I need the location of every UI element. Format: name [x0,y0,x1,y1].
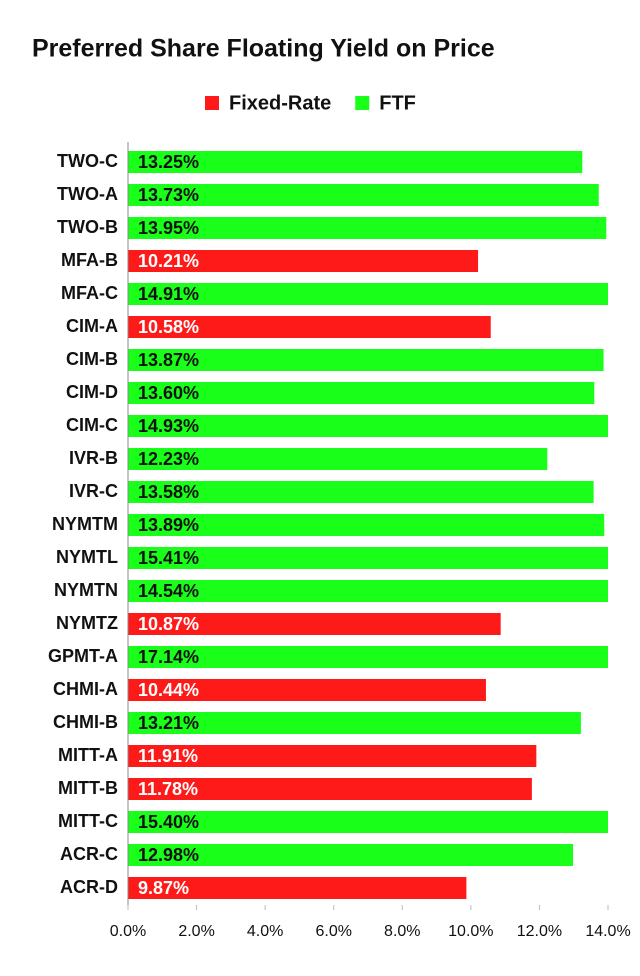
x-tick-label: 2.0% [178,923,214,940]
bar [128,283,608,305]
y-tick-label: NYMTM [52,514,118,534]
x-tick-label: 6.0% [315,923,351,940]
data-label: 9.87% [138,878,189,898]
y-tick-label: TWO-A [57,184,118,204]
bar [128,613,501,635]
chart-title: Preferred Share Floating Yield on Price [32,35,495,63]
bar [128,448,548,470]
bar [128,580,608,602]
data-label: 13.73% [138,185,199,205]
y-tick-label: NYMTZ [56,613,118,633]
x-tick-label: 0.0% [110,923,146,940]
y-tick-label: CHMI-B [53,712,118,732]
data-label: 14.93% [138,416,199,436]
x-tick-label: 14.0% [585,923,630,940]
y-tick-label: TWO-C [57,151,118,171]
bar [128,217,607,239]
data-label: 10.44% [138,680,199,700]
data-label: 14.91% [138,284,199,304]
legend-swatch [205,96,219,110]
data-label: 11.91% [138,746,198,766]
bar [128,877,467,899]
data-label: 13.60% [138,383,199,403]
bar [128,349,604,371]
plot-area [128,151,608,899]
data-label: 10.21% [138,251,199,271]
x-tick-label: 8.0% [384,923,420,940]
bar [128,844,574,866]
y-tick-label: MITT-B [58,778,118,798]
data-label: 17.14% [138,647,199,667]
y-tick-label: CIM-C [66,415,118,435]
data-label: 15.41% [138,548,199,568]
bar [128,679,486,701]
bar [128,646,608,668]
bar [128,316,491,338]
bar [128,382,595,404]
bar [128,481,594,503]
y-tick-label: ACR-D [60,877,118,897]
y-tick-label: CIM-D [66,382,118,402]
y-tick-label: MFA-C [61,283,118,303]
y-tick-label: IVR-C [69,481,118,501]
y-tick-label: CIM-B [66,349,118,369]
bar [128,778,532,800]
bar [128,745,537,767]
x-tick-label: 4.0% [247,923,283,940]
data-label: 13.87% [138,350,199,370]
y-tick-label: MFA-B [61,250,118,270]
x-tick-label: 12.0% [517,923,562,940]
data-label: 13.89% [138,515,199,535]
bar [128,415,608,437]
bar [128,514,605,536]
y-tick-label: MITT-A [58,745,118,765]
y-tick-label: TWO-B [57,217,118,237]
bar [128,712,581,734]
y-tick-label: NYMTN [54,580,118,600]
legend-label: FTF [379,92,416,114]
y-tick-label: MITT-C [58,811,118,831]
data-label: 10.58% [138,317,199,337]
data-label: 11.78% [138,779,198,799]
data-label: 12.98% [138,845,199,865]
data-label: 10.87% [138,614,199,634]
y-tick-label: ACR-C [60,844,118,864]
bar [128,250,479,272]
y-tick-label: CHMI-A [53,679,118,699]
data-label: 13.25% [138,152,199,172]
data-label: 12.23% [138,449,199,469]
y-tick-label: NYMTL [56,547,118,567]
bar [128,184,599,206]
bar [128,811,608,833]
legend-swatch [355,96,370,110]
x-tick-label: 10.0% [448,923,493,940]
bar [128,547,608,569]
data-label: 13.95% [138,218,199,238]
y-tick-label: GPMT-A [48,646,118,666]
legend-label: Fixed-Rate [229,92,331,114]
data-label: 14.54% [138,581,199,601]
bar [128,151,583,173]
data-label: 13.58% [138,482,199,502]
y-tick-label: IVR-B [69,448,118,468]
y-tick-label: CIM-A [66,316,118,336]
data-label: 13.21% [138,713,199,733]
data-label: 15.40% [138,812,199,832]
